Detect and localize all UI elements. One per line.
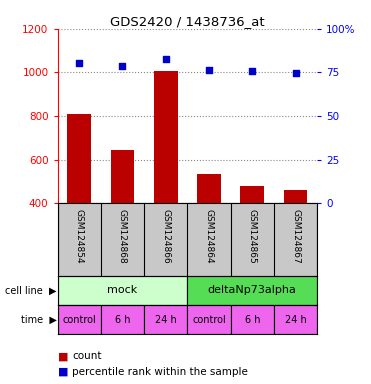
Text: cell line  ▶: cell line ▶ <box>5 285 57 295</box>
Bar <box>197 174 221 203</box>
Title: GDS2420 / 1438736_at: GDS2420 / 1438736_at <box>110 15 265 28</box>
Text: GSM124864: GSM124864 <box>204 209 213 264</box>
Point <box>163 56 169 62</box>
Text: 6 h: 6 h <box>115 314 130 324</box>
Point <box>293 70 299 76</box>
Text: GSM124854: GSM124854 <box>75 209 83 264</box>
Text: 24 h: 24 h <box>285 314 306 324</box>
Text: control: control <box>192 314 226 324</box>
Text: GSM124867: GSM124867 <box>291 209 300 264</box>
Text: GSM124868: GSM124868 <box>118 209 127 264</box>
Bar <box>187 305 231 334</box>
Bar <box>67 114 91 203</box>
Text: percentile rank within the sample: percentile rank within the sample <box>72 367 248 377</box>
Text: GSM124866: GSM124866 <box>161 209 170 264</box>
Text: 24 h: 24 h <box>155 314 177 324</box>
Text: 6 h: 6 h <box>244 314 260 324</box>
Text: time  ▶: time ▶ <box>21 314 57 324</box>
Point <box>119 63 125 70</box>
Point <box>206 67 212 73</box>
Bar <box>284 190 308 203</box>
Bar <box>240 186 264 203</box>
Text: ■: ■ <box>58 367 68 377</box>
Text: deltaNp73alpha: deltaNp73alpha <box>208 285 297 295</box>
Text: control: control <box>62 314 96 324</box>
Text: GSM124865: GSM124865 <box>248 209 257 264</box>
Bar <box>187 276 317 305</box>
Bar <box>58 276 187 305</box>
Text: mock: mock <box>107 285 138 295</box>
Bar <box>154 71 178 203</box>
Bar <box>144 305 187 334</box>
Bar <box>101 305 144 334</box>
Point <box>249 68 255 74</box>
Bar <box>231 305 274 334</box>
Point <box>76 60 82 66</box>
Bar <box>111 150 134 203</box>
Bar <box>274 305 317 334</box>
Text: ■: ■ <box>58 351 68 361</box>
Text: count: count <box>72 351 102 361</box>
Bar <box>58 305 101 334</box>
